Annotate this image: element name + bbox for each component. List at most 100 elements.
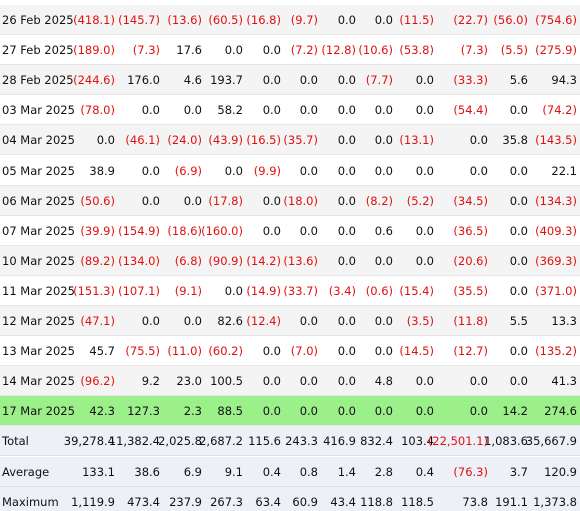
value-cell: 0.0 [509, 193, 528, 208]
value-cell: 0.0 [469, 404, 488, 419]
value-cell: (35.7) [283, 133, 318, 148]
value-cell: 0.0 [337, 344, 356, 359]
value-cell: 0.0 [509, 283, 528, 298]
value-cell: (7.0) [290, 344, 318, 359]
value-cell: 0.0 [469, 374, 488, 389]
value-cell: 0.0 [337, 133, 356, 148]
value-cell: (22.7) [453, 13, 488, 27]
value-cell: 118.8 [360, 494, 393, 509]
value-cell: 0.0 [415, 374, 434, 389]
value-cell: (11.5) [399, 13, 434, 27]
value-cell: 23.0 [176, 374, 202, 389]
value-cell: (9.9) [253, 163, 281, 178]
table-row: 27 Feb 2025 (189.0) (7.3) 17.6 0.0 0.0 (7.2) (1… [0, 35, 580, 66]
value-cell: (18.6) [167, 223, 202, 238]
value-cell: (10.6) [358, 43, 393, 58]
value-cell: 35.8 [502, 133, 528, 148]
value-cell: 127.3 [127, 404, 160, 419]
value-cell: 0.0 [183, 103, 202, 118]
value-cell: 0.0 [337, 223, 356, 238]
value-cell: (50.6) [80, 193, 115, 208]
value-cell: 0.0 [509, 223, 528, 238]
table-row: 10 Mar 2025 (89.2) (134.0) (6.8) (90.9) (14.2… [0, 245, 580, 276]
value-cell: (56.0) [493, 13, 528, 27]
value-cell: 2,025.8 [158, 434, 202, 449]
value-cell: 45.7 [89, 344, 115, 359]
row-label: 04 Mar 2025 [2, 133, 75, 148]
value-cell: 0.0 [509, 344, 528, 359]
row-label: 06 Mar 2025 [2, 193, 75, 208]
value-cell: (46.1) [125, 133, 160, 148]
value-cell: 0.0 [469, 133, 488, 148]
value-cell: 0.0 [96, 133, 115, 148]
value-cell: 9.1 [224, 464, 243, 479]
value-cell: 243.3 [285, 434, 318, 449]
value-cell: 0.0 [141, 193, 160, 208]
value-cell: 5.6 [509, 73, 528, 88]
value-cell: (35.5) [453, 283, 488, 298]
value-cell: 0.0 [509, 163, 528, 178]
value-cell: 63.4 [255, 494, 281, 509]
value-cell: (275.9) [535, 43, 577, 58]
value-cell: 0.0 [262, 223, 281, 238]
table-row: 13 Mar 2025 45.7 (75.5) (11.0) (60.2) 0.0 (7.0… [0, 336, 580, 367]
value-cell: (143.5) [535, 133, 577, 148]
value-cell: 133.1 [82, 464, 115, 479]
value-cell: (53.8) [399, 43, 434, 58]
value-cell: 0.0 [337, 193, 356, 208]
row-label: 13 Mar 2025 [2, 344, 75, 359]
value-cell: 120.9 [544, 464, 577, 479]
value-cell: 1,373.8 [533, 494, 577, 509]
row-label: 14 Mar 2025 [2, 374, 75, 389]
value-cell: (369.3) [535, 253, 577, 268]
value-cell: (47.1) [80, 314, 115, 328]
value-cell: 100.5 [210, 374, 243, 389]
value-cell: (96.2) [80, 374, 115, 389]
value-cell: (12.7) [453, 344, 488, 359]
value-cell: 88.5 [217, 404, 243, 419]
value-cell: (754.6) [535, 13, 577, 27]
value-cell: (20.6) [453, 253, 488, 268]
value-cell: 0.0 [141, 163, 160, 178]
value-cell: 0.0 [183, 193, 202, 208]
value-cell: 0.0 [299, 163, 318, 178]
value-cell: 4.8 [374, 374, 393, 389]
value-cell: 2.3 [183, 404, 202, 419]
value-cell: 41.3 [551, 374, 577, 389]
value-cell: 0.0 [374, 13, 393, 27]
value-cell: (16.5) [246, 133, 281, 148]
value-cell: 0.0 [469, 163, 488, 178]
value-cell: 38.6 [134, 464, 160, 479]
value-cell: 0.0 [337, 374, 356, 389]
value-cell: 0.0 [141, 314, 160, 328]
value-cell: 0.0 [337, 404, 356, 419]
row-label: Average [2, 464, 50, 479]
value-cell: 0.0 [415, 103, 434, 118]
value-cell: (7.3) [460, 43, 488, 58]
value-cell: (33.7) [283, 283, 318, 298]
value-cell: 0.0 [509, 103, 528, 118]
value-cell: 3.7 [509, 464, 528, 479]
value-cell: 0.4 [415, 464, 434, 479]
value-cell: (9.7) [290, 13, 318, 27]
value-cell: (15.4) [399, 283, 434, 298]
value-cell: 0.0 [337, 73, 356, 88]
value-cell: (43.9) [208, 133, 243, 148]
value-cell: 0.0 [374, 163, 393, 178]
value-cell: (13.6) [283, 253, 318, 268]
value-cell: 237.9 [169, 494, 202, 509]
value-cell: 5.5 [509, 314, 528, 328]
value-cell: (36.5) [453, 223, 488, 238]
value-cell: 17.6 [176, 43, 202, 58]
value-cell: (189.0) [73, 43, 115, 58]
value-cell: 4.6 [183, 73, 202, 88]
value-cell: (14.5) [399, 344, 434, 359]
value-cell: (8.2) [365, 193, 393, 208]
row-label: 26 Feb 2025 [2, 13, 74, 27]
value-cell: 0.0 [262, 43, 281, 58]
value-cell: 0.0 [374, 133, 393, 148]
row-label: 10 Mar 2025 [2, 253, 75, 268]
table-row: 28 Feb 2025 (244.6) 176.0 4.6 193.7 0.0 0.0 0.0… [0, 65, 580, 96]
value-cell: 0.0 [262, 103, 281, 118]
table-row: 04 Mar 2025 0.0 (46.1) (24.0) (43.9) (16.5) (3… [0, 125, 580, 156]
